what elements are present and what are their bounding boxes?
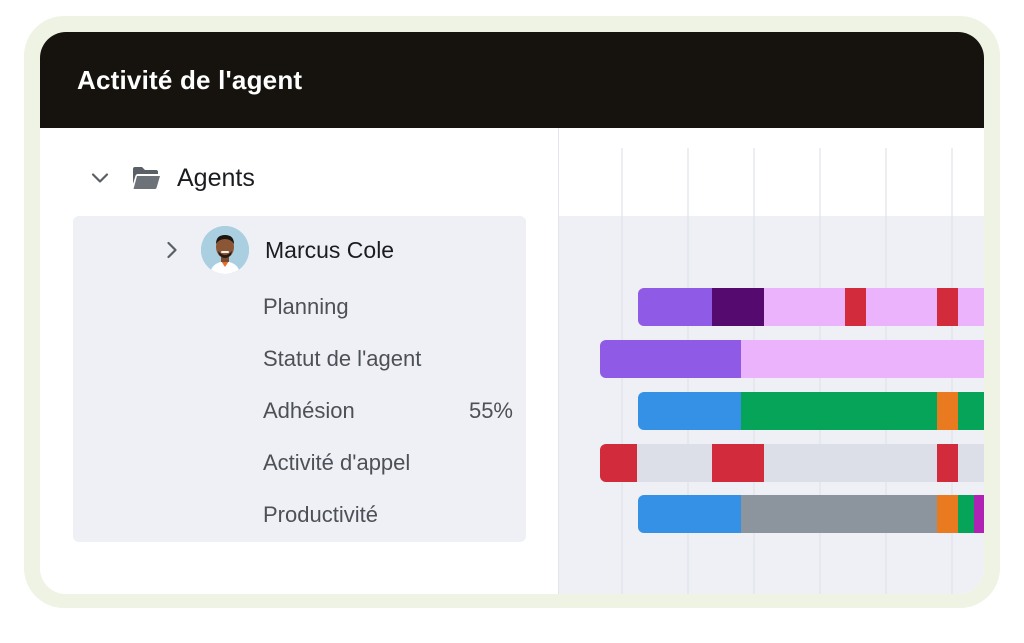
agent-panel: Marcus Cole Planning Statut de l'agent A… [73, 216, 526, 542]
segment-bar[interactable] [764, 288, 845, 326]
group-label: Agents [177, 163, 255, 192]
segment-bar[interactable] [600, 340, 741, 378]
segment-bar[interactable] [638, 392, 741, 430]
segment-bar[interactable] [764, 444, 937, 482]
folder-icon [133, 167, 160, 189]
adherence-value: 55% [468, 398, 513, 423]
segment-bar[interactable] [958, 444, 984, 482]
segment-bar[interactable] [712, 444, 764, 482]
agent-row[interactable]: Marcus Cole [161, 226, 394, 274]
avatar [201, 226, 249, 274]
segment-bar[interactable] [958, 288, 984, 326]
activity-timeline [559, 128, 984, 594]
timeline-row-planning [638, 288, 984, 326]
segment-bar[interactable] [937, 495, 958, 533]
metric-planning: Planning [263, 294, 349, 319]
segment-bar[interactable] [638, 288, 712, 326]
segment-bar[interactable] [958, 495, 974, 533]
agent-name: Marcus Cole [265, 236, 395, 263]
page-title: Activité de l'agent [77, 65, 303, 95]
segment-bar[interactable] [600, 444, 637, 482]
segment-bar[interactable] [974, 495, 984, 533]
agent-activity-card: Activité de l'agent Agents [40, 32, 984, 594]
segment-bar[interactable] [741, 495, 937, 533]
segment-bar[interactable] [637, 444, 712, 482]
metric-agent-status: Statut de l'agent [263, 346, 422, 371]
card-header: Activité de l'agent [40, 32, 984, 128]
metric-call-activity: Activité d'appel [263, 450, 411, 475]
segment-bar[interactable] [937, 392, 958, 430]
timeline-row-call-activity [600, 444, 984, 482]
segment-bar[interactable] [937, 288, 958, 326]
segment-bar[interactable] [741, 392, 937, 430]
group-row-agents[interactable]: Agents [88, 162, 255, 194]
chevron-down-icon[interactable] [88, 166, 112, 190]
metric-productivity: Productivité [263, 502, 378, 527]
segment-bar[interactable] [937, 444, 958, 482]
metric-adherence: Adhésion [263, 398, 355, 423]
segment-bar[interactable] [866, 288, 937, 326]
timeline-row-productivity [638, 495, 984, 533]
segment-bar[interactable] [845, 288, 866, 326]
segment-bar[interactable] [712, 288, 764, 326]
timeline-row-agent-status [600, 340, 984, 378]
segment-bar[interactable] [638, 495, 741, 533]
chevron-right-icon[interactable] [161, 239, 183, 261]
timeline-canvas [559, 148, 984, 594]
timeline-row-adherence [638, 392, 984, 430]
segment-bar[interactable] [958, 392, 984, 430]
segment-bar[interactable] [741, 340, 984, 378]
agent-tree-pane: Agents [40, 128, 559, 594]
